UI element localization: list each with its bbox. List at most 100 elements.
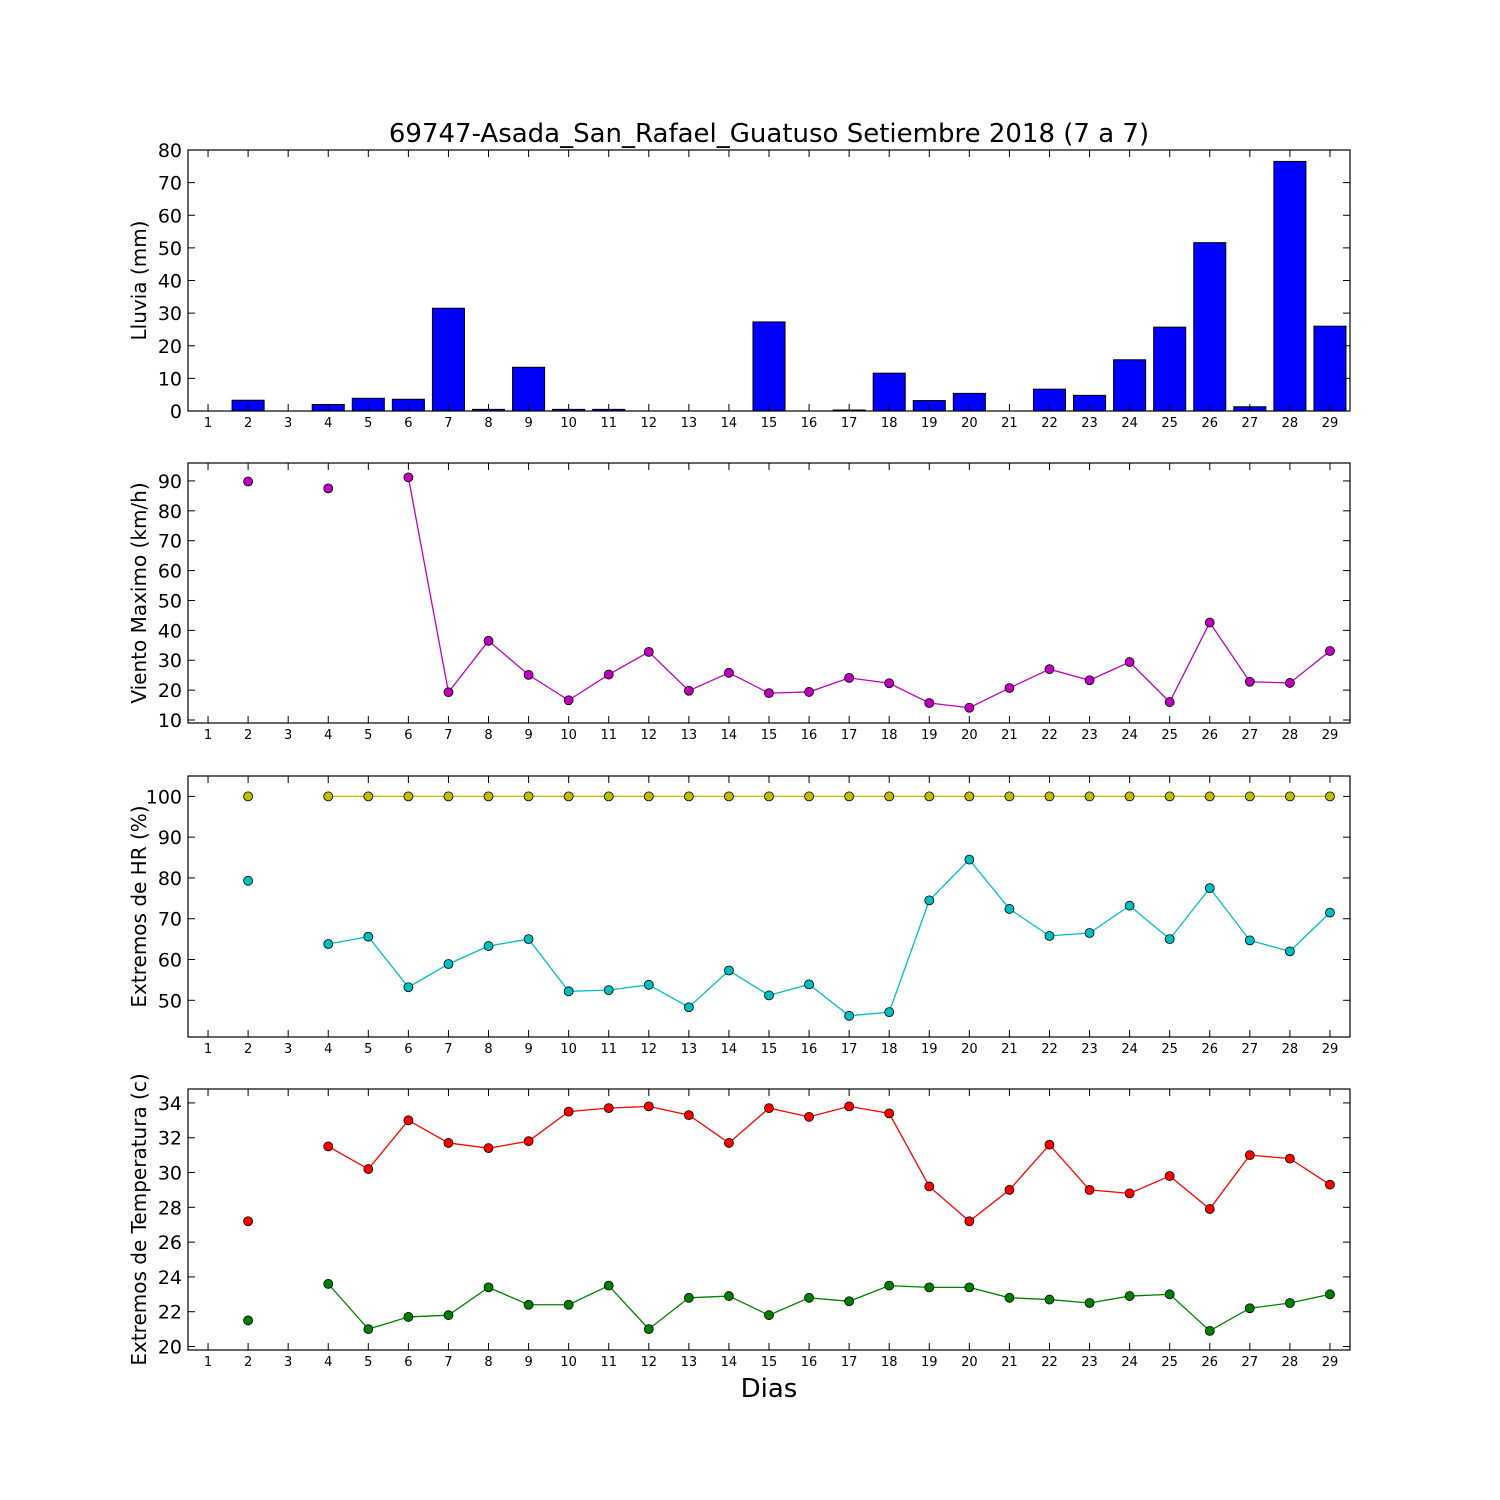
y-axis-label-rain: Lluvia (mm) <box>127 221 151 341</box>
point-hr-0-day-16 <box>804 791 814 802</box>
point-hr-0-day-7 <box>443 791 454 802</box>
x-tick-label: 6 <box>404 416 412 431</box>
x-tick-label: 27 <box>1242 1355 1259 1370</box>
x-tick-label: 1 <box>204 1355 212 1370</box>
point-temp-0-day-2 <box>243 1216 254 1227</box>
series-line-wind-0 <box>407 477 1331 709</box>
x-tick-label: 20 <box>961 1355 978 1370</box>
point-wind-0-day-15 <box>764 688 774 699</box>
x-tick-label: 22 <box>1041 416 1058 431</box>
x-tick-label: 15 <box>761 1355 778 1370</box>
x-tick-label: 26 <box>1201 728 1218 743</box>
y-tick-label: 50 <box>158 238 182 260</box>
point-hr-1-day-22 <box>1044 930 1055 941</box>
point-hr-1-day-14 <box>724 965 734 976</box>
point-temp-1-day-6 <box>403 1312 414 1322</box>
x-tick-label: 21 <box>1001 1355 1018 1370</box>
x-tick-label: 14 <box>721 416 738 431</box>
point-temp-0-day-12 <box>643 1101 654 1112</box>
x-tick-label: 2 <box>244 1355 252 1370</box>
x-tick-label: 2 <box>244 728 252 743</box>
y-tick-label: 30 <box>158 1163 182 1185</box>
point-temp-1-day-2 <box>243 1315 254 1326</box>
point-wind-0-day-4 <box>323 483 334 494</box>
point-hr-0-day-9 <box>523 791 534 802</box>
x-tick-label: 11 <box>600 728 617 743</box>
point-temp-1-day-14 <box>724 1291 734 1301</box>
point-temp-0-day-7 <box>443 1138 454 1148</box>
y-tick-label: 80 <box>158 868 182 890</box>
x-tick-label: 28 <box>1282 416 1299 431</box>
point-temp-1-day-28 <box>1284 1298 1295 1308</box>
point-hr-0-day-26 <box>1204 791 1215 802</box>
bar-day-15 <box>752 321 786 412</box>
x-axis-label: Dias <box>741 1374 798 1404</box>
x-tick-label: 10 <box>560 416 577 431</box>
point-hr-0-day-27 <box>1244 791 1255 802</box>
point-hr-0-day-28 <box>1284 791 1295 802</box>
x-tick-label: 29 <box>1322 1042 1339 1057</box>
x-tick-label: 1 <box>204 728 212 743</box>
point-temp-1-day-29 <box>1325 1289 1335 1300</box>
y-tick-label: 28 <box>158 1197 182 1219</box>
x-tick-label: 29 <box>1322 728 1339 743</box>
point-temp-0-day-20 <box>964 1216 975 1227</box>
x-tick-label: 26 <box>1201 1042 1218 1057</box>
y-tick-label: 32 <box>158 1128 182 1150</box>
x-tick-label: 11 <box>600 1042 617 1057</box>
point-wind-0-day-27 <box>1244 676 1255 687</box>
point-temp-1-day-17 <box>844 1296 855 1307</box>
point-hr-1-day-5 <box>363 931 374 942</box>
x-tick-label: 23 <box>1081 1042 1098 1057</box>
x-tick-label: 13 <box>681 416 698 431</box>
x-tick-label: 14 <box>721 728 738 743</box>
point-hr-0-day-6 <box>403 791 414 802</box>
point-hr-0-day-23 <box>1084 791 1095 802</box>
x-tick-label: 23 <box>1081 1355 1098 1370</box>
x-tick-label: 9 <box>524 1042 532 1057</box>
point-temp-1-day-13 <box>683 1292 694 1303</box>
point-hr-1-day-6 <box>403 982 414 993</box>
point-temp-0-day-23 <box>1084 1185 1095 1195</box>
point-temp-1-day-25 <box>1164 1289 1175 1300</box>
y-tick-label: 80 <box>158 501 182 523</box>
y-tick-label: 30 <box>158 650 182 672</box>
point-temp-1-day-5 <box>363 1324 374 1335</box>
point-wind-0-day-26 <box>1204 617 1215 628</box>
point-hr-0-day-4 <box>323 791 334 802</box>
point-temp-0-day-28 <box>1284 1153 1295 1164</box>
point-temp-0-day-22 <box>1044 1139 1055 1150</box>
x-tick-label: 29 <box>1322 1355 1339 1370</box>
x-tick-label: 20 <box>961 1042 978 1057</box>
x-tick-label: 13 <box>681 1355 698 1370</box>
x-tick-label: 11 <box>600 416 617 431</box>
x-tick-label: 9 <box>524 1355 532 1370</box>
point-hr-1-day-20 <box>964 854 975 865</box>
point-wind-0-day-6 <box>403 472 414 483</box>
point-wind-0-day-2 <box>243 476 254 487</box>
y-tick-label: 22 <box>158 1302 182 1324</box>
point-hr-1-day-9 <box>523 934 534 945</box>
point-wind-0-day-29 <box>1325 646 1335 656</box>
point-hr-1-day-12 <box>643 979 654 990</box>
point-hr-0-day-15 <box>764 791 774 802</box>
point-temp-1-day-10 <box>563 1299 574 1310</box>
x-tick-label: 4 <box>324 416 332 431</box>
point-temp-0-day-15 <box>764 1103 774 1114</box>
x-tick-label: 17 <box>841 1042 858 1057</box>
point-temp-0-day-10 <box>563 1106 574 1117</box>
point-wind-0-day-7 <box>443 687 454 698</box>
point-hr-1-day-11 <box>603 985 614 996</box>
point-hr-0-day-8 <box>483 791 494 802</box>
x-tick-label: 26 <box>1201 1355 1218 1370</box>
y-tick-label: 80 <box>158 140 182 162</box>
point-temp-1-day-26 <box>1204 1325 1215 1336</box>
x-tick-label: 7 <box>444 728 452 743</box>
bar-day-29 <box>1313 325 1347 412</box>
x-tick-label: 5 <box>364 416 372 431</box>
x-tick-label: 19 <box>921 1042 938 1057</box>
point-hr-0-day-29 <box>1325 791 1335 802</box>
x-tick-label: 16 <box>801 416 818 431</box>
